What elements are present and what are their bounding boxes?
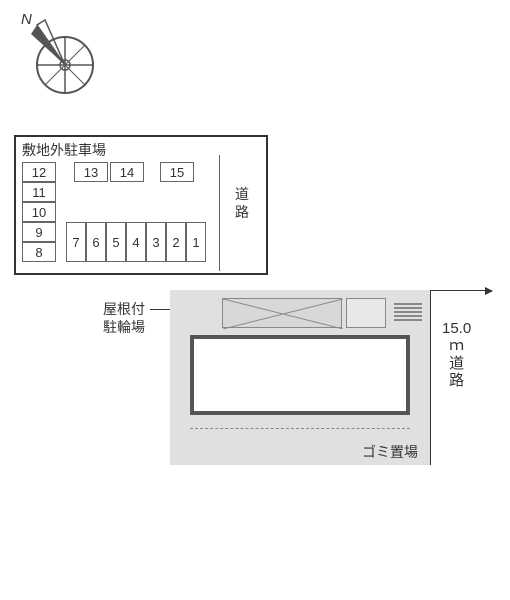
right-boundary-line bbox=[430, 290, 431, 465]
parking-slot-8: 8 bbox=[22, 242, 56, 262]
parking-slot-7: 7 bbox=[66, 222, 86, 262]
parking-slot-3: 3 bbox=[146, 222, 166, 262]
offsite-parking-title: 敷地外駐車場 bbox=[22, 140, 106, 160]
parking-road-label: 道路 bbox=[235, 185, 249, 221]
parking-slot-6: 6 bbox=[86, 222, 106, 262]
parking-slot-2: 2 bbox=[166, 222, 186, 262]
building-bottom-dash bbox=[190, 428, 410, 429]
small-structure bbox=[346, 298, 386, 328]
parking-slot-9: 9 bbox=[22, 222, 56, 242]
parking-slot-1: 1 bbox=[186, 222, 206, 262]
parking-slot-11: 11 bbox=[22, 182, 56, 202]
stairs-icon bbox=[394, 303, 422, 323]
parking-road-divider bbox=[219, 155, 220, 271]
garbage-area-label: ゴミ置場 bbox=[362, 442, 418, 462]
compass-n-label: N bbox=[21, 11, 32, 28]
dimension-line bbox=[430, 290, 492, 291]
parking-slot-15: 15 bbox=[160, 162, 194, 182]
right-road-label: 15.0 ｍ 道路 bbox=[442, 320, 471, 389]
building-outline bbox=[190, 335, 410, 415]
parking-slot-4: 4 bbox=[126, 222, 146, 262]
parking-slot-5: 5 bbox=[106, 222, 126, 262]
parking-slot-13: 13 bbox=[74, 162, 108, 182]
parking-slot-12: 12 bbox=[22, 162, 56, 182]
parking-slot-14: 14 bbox=[110, 162, 144, 182]
bike-parking-area bbox=[222, 298, 342, 328]
compass: N bbox=[15, 10, 105, 105]
parking-slot-10: 10 bbox=[22, 202, 56, 222]
bike-parking-label: 屋根付 駐輪場 bbox=[103, 300, 145, 336]
